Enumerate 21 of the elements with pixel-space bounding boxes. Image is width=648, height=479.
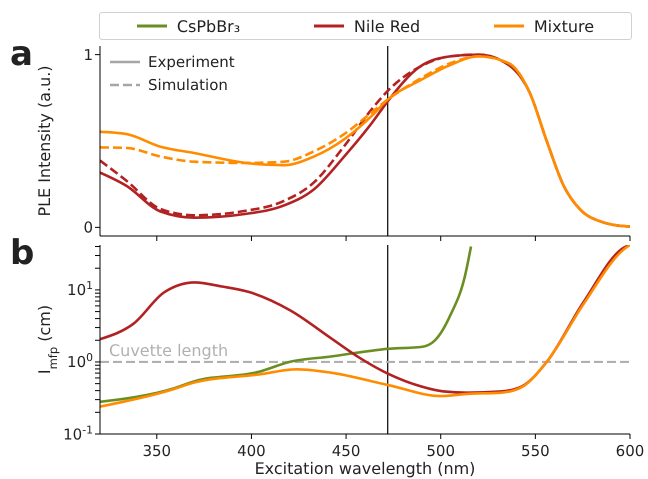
y-tick-label: 0 (83, 218, 93, 237)
y-tick-label: 1 (83, 46, 93, 64)
ref-line-label: Cuvette length (109, 340, 228, 360)
annotation: Simulation (148, 76, 228, 94)
x-tick-label: 450 (332, 442, 360, 460)
y-tick-label: 10$^{-1}$ (63, 422, 93, 444)
legend-label: Mixture (534, 16, 594, 36)
x-tick-label: 400 (237, 442, 266, 460)
text: b (10, 233, 34, 273)
x-tick-label: 550 (521, 442, 550, 460)
y-tick-label: 10$^{1}$ (67, 278, 93, 300)
legend-label: CsPbBr₃ (176, 16, 240, 36)
x-axis-title: Excitation wavelength (nm) (254, 459, 476, 478)
x-tick-label: 350 (142, 442, 172, 460)
x-tick-label: 500 (426, 442, 456, 460)
annotation: Experiment (148, 52, 235, 70)
y-axis-title: PLE Intensity (a.u.) (35, 65, 54, 217)
text: a (10, 34, 33, 74)
y-tick-label: 10$^{0}$ (67, 350, 94, 372)
legend-label: Nile Red (354, 16, 420, 36)
x-tick-label: 600 (616, 442, 644, 460)
